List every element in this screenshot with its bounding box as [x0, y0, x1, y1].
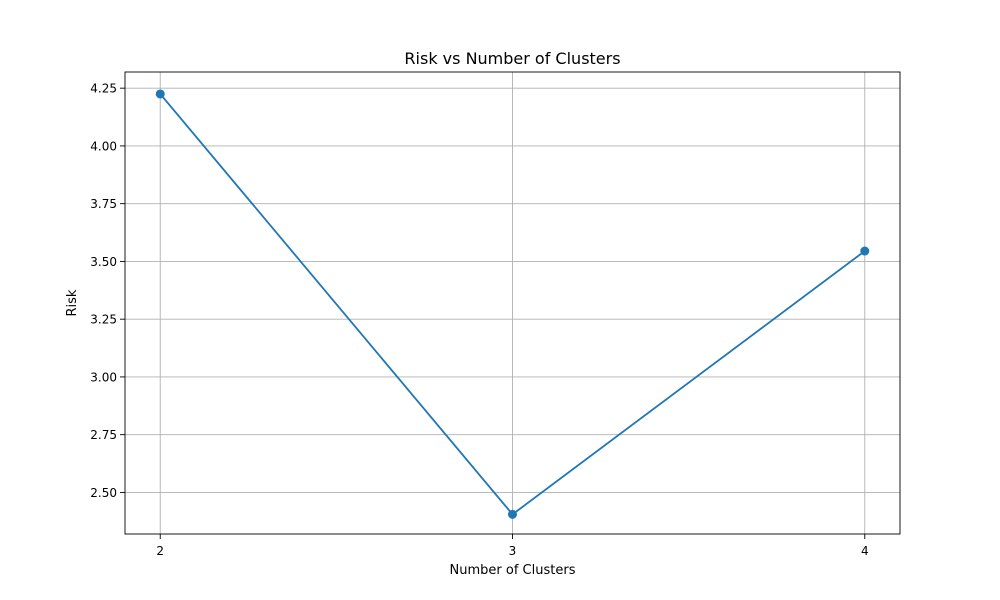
grid: [125, 72, 900, 534]
data-point: [155, 89, 165, 99]
y-tick-label: 3.50: [90, 255, 117, 269]
x-axis-label: Number of Clusters: [450, 563, 576, 578]
y-tick-label: 4.00: [90, 139, 117, 153]
series-layer: [155, 89, 870, 519]
y-axis-label: Risk: [65, 289, 80, 316]
data-point: [508, 509, 517, 519]
y-tick-label: 2.75: [90, 428, 117, 442]
y-tick-label: 3.75: [90, 197, 117, 211]
x-tick-label: 4: [861, 544, 869, 558]
x-tick-label: 3: [509, 544, 517, 558]
chart-title: Risk vs Number of Clusters: [404, 49, 620, 68]
y-tick-label: 3.25: [90, 313, 117, 327]
x-tick-label: 2: [156, 544, 164, 558]
y-tick-label: 2.50: [90, 486, 117, 500]
data-point: [860, 246, 870, 256]
ticks: 2 3 4 2.50 2.75 3.00 3.25 3.50 3.75 4.00 4.25: [90, 82, 868, 558]
y-tick-label: 4.25: [90, 82, 117, 96]
y-tick-label: 3.00: [90, 370, 117, 384]
